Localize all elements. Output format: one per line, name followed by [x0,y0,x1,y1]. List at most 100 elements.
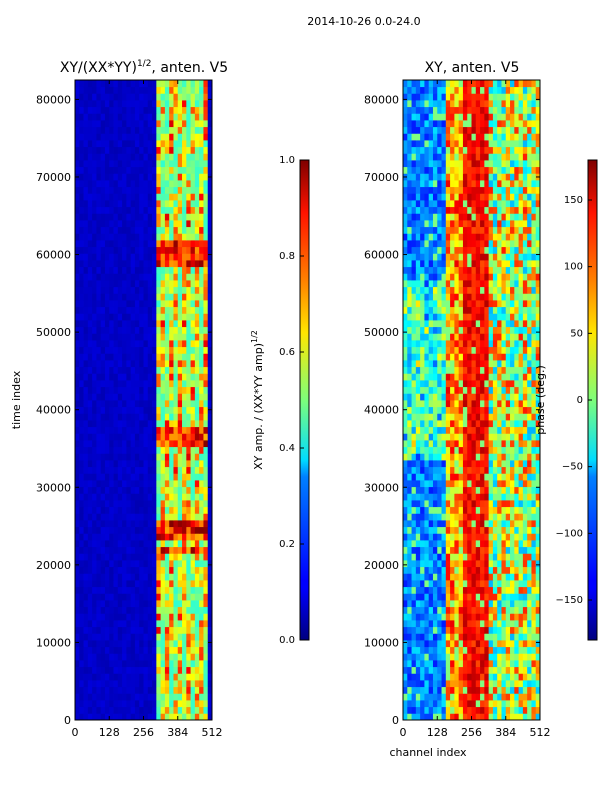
phase-cell [432,513,438,521]
amplitude-cell [79,366,84,374]
phase-cell [471,500,477,508]
amplitude-cell [152,300,157,308]
amplitude-cell [79,460,84,468]
phase-cell [441,686,447,694]
phase-cell [454,686,460,694]
phase-cell [403,586,408,594]
amplitude-cell [156,640,162,648]
amplitude-cell [117,360,123,368]
amplitude-cell [164,486,170,494]
phase-cell [492,560,498,568]
amplitude-cell [117,240,123,248]
amplitude-cell [190,600,196,608]
phase-cell [424,560,430,568]
phase-cell [454,446,460,454]
amplitude-cell [126,140,132,148]
phase-cell [450,433,455,441]
phase-cell [492,573,498,581]
amplitude-cell [96,293,102,301]
phase-cell [420,640,425,648]
amplitude-cell [156,553,162,561]
phase-cell [471,526,477,534]
amplitude-cell [79,666,84,674]
amplitude-cell [156,260,162,268]
phase-cell [424,440,430,448]
amplitude-cell [113,280,119,288]
phase-cell [403,626,408,634]
amplitude-cell [122,200,127,208]
phase-cell [480,353,485,361]
phase-cell [450,420,455,428]
amplitude-cell [139,393,144,401]
phase-cell [475,686,481,694]
phase-cell [510,333,515,341]
amplitude-cell [173,86,179,94]
amplitude-cell [134,433,140,441]
amplitude-cell [173,246,179,254]
amplitude-cell [194,673,200,681]
phase-cell [441,653,447,661]
amplitude-cell [207,493,213,501]
phase-cell [424,413,430,421]
amplitude-cell [164,560,170,568]
phase-cell [484,333,490,341]
phase-cell [492,453,498,461]
phase-cell [497,686,502,694]
phase-cell [450,466,455,474]
phase-cell [492,386,498,394]
amplitude-cell [152,473,157,481]
phase-cell [403,660,408,668]
amplitude-cell [104,593,110,601]
amplitude-cell [87,120,93,128]
amplitude-cell [164,500,170,508]
phase-cell [428,533,434,541]
amplitude-cell [100,446,106,454]
phase-cell [514,546,519,554]
amplitude-cell [126,206,132,214]
phase-cell [411,533,417,541]
amplitude-cell [139,406,144,414]
phase-cell [501,626,507,634]
amplitude-cell [169,346,174,354]
amplitude-cell [199,240,204,248]
phase-cell [488,653,494,661]
phase-cell [480,633,485,641]
phase-cell [445,360,451,368]
amplitude-cell [92,333,97,341]
phase-cell [484,393,490,401]
phase-cell [454,473,460,481]
amplitude-cell [87,606,93,614]
amplitude-cell [130,513,136,521]
amplitude-cell [207,306,213,314]
phase-cell [480,540,485,548]
amplitude-cell [173,693,179,701]
amplitude-cell [96,613,102,621]
amplitude-cell [126,233,132,241]
phase-cell [415,480,421,488]
amplitude-cell [143,113,149,121]
amplitude-cell [75,693,80,701]
amplitude-cell [199,213,204,221]
phase-cell [480,646,485,654]
phase-cell [441,533,447,541]
phase-cell [514,520,519,528]
amplitude-cell [182,353,187,361]
amplitude-cell [100,373,106,381]
phase-cell [437,486,442,494]
amplitude-cell [139,700,144,708]
amplitude-cell [156,593,162,601]
amplitude-cell [190,546,196,554]
phase-cell [492,700,498,708]
amplitude-cell [207,426,213,434]
phase-cell [403,633,408,641]
phase-cell [458,713,464,721]
phase-cell [411,433,417,441]
amplitude-cell [130,233,136,241]
phase-cell [522,393,528,401]
amplitude-cell [92,180,97,188]
amplitude-cell [134,633,140,641]
amplitude-cell [126,646,132,654]
phase-cell [458,526,464,534]
phase-cell [492,626,498,634]
amplitude-cell [182,193,187,201]
